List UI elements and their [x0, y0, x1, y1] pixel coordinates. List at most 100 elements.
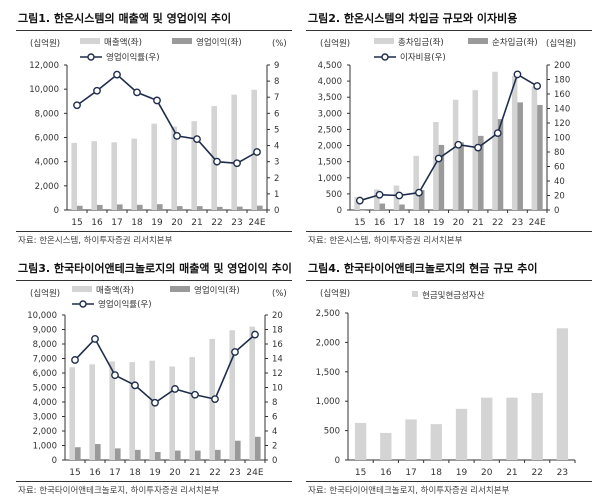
bar-series1: [405, 419, 417, 460]
legend-swatch: [72, 286, 92, 292]
y-tick-label-right: 20: [272, 311, 283, 321]
chart-panel-2: 그림2. 한온시스템의 차입금 규모와 이자비용 0 500 1,000 1,500 2…: [300, 0, 600, 250]
line-series: [76, 73, 258, 165]
chart-title: 그림4. 한국타이어앤테크놀로지의 현금 규모 추이: [308, 262, 538, 275]
bar-series2: [537, 104, 543, 210]
x-tick-label: 22: [492, 218, 503, 228]
line-marker: [533, 82, 542, 90]
y-tick-label-right: 180: [554, 76, 570, 86]
line-marker: [131, 381, 139, 390]
y-tick-label-left: 2,000: [33, 427, 57, 437]
title-divider: [306, 280, 592, 281]
line-marker: [71, 356, 79, 364]
x-tick-label: 21: [472, 218, 483, 228]
source-note: 자료: 한온시스템, 하이투자증권 리서치본부: [308, 236, 463, 246]
bar-series2: [75, 447, 81, 460]
y-unit-left: (십억원): [30, 288, 60, 299]
legend-label: 영업이익(좌): [196, 37, 242, 48]
bar-series1: [455, 408, 468, 460]
chart-1: 02,0004,0006,0008,00010,00012,0000123456…: [29, 37, 286, 228]
bar-series1: [433, 122, 439, 210]
legend-label: 순차입금(좌): [492, 38, 538, 48]
line-marker: [251, 330, 259, 339]
x-tick-label: 23: [512, 218, 523, 228]
bar-series1: [354, 197, 360, 210]
bar-series2: [478, 135, 484, 210]
y-tick-label-left: 2,000: [316, 338, 340, 348]
bar-series1: [492, 71, 498, 211]
y-tick-label-right: 4: [272, 427, 277, 437]
bar-series2: [458, 142, 464, 210]
line-marker: [171, 385, 179, 393]
y-tick-label-right: 3: [274, 158, 279, 168]
x-tick-label: 16: [89, 468, 101, 478]
x-tick-label: 19: [456, 468, 468, 478]
title-divider: [16, 280, 292, 281]
legend-label: 매출액(좌): [104, 37, 142, 48]
y-tick-label-right: 100: [554, 134, 570, 144]
line-marker: [233, 159, 241, 168]
y-tick-label-right: 60: [554, 163, 565, 173]
bar-series2: [438, 144, 445, 210]
y-tick-label-left: 1,000: [33, 442, 57, 452]
legend-marker: [87, 53, 95, 61]
x-tick-label: 20: [171, 218, 183, 228]
x-tick-label: 20: [169, 468, 181, 478]
y-tick-label-left: 0: [52, 456, 57, 466]
x-tick-label: 15: [69, 468, 80, 478]
y-tick-label-left: 12,000: [29, 61, 59, 71]
chart-panel-4: 그림4. 한국타이어앤테크놀로지의 현금 규모 추이 0 500 1,000 1,50…: [300, 250, 600, 500]
y-tick-label-left: 8,000: [35, 109, 59, 119]
y-unit-right: (십억원): [546, 38, 576, 49]
y-tick-label-left: 1,500: [318, 158, 342, 168]
legend-label: 총차입금(좌): [398, 38, 444, 48]
y-tick-label-left: 4,500: [318, 61, 342, 71]
bar-series2: [497, 119, 504, 210]
line-marker: [434, 154, 443, 163]
y-tick-label-left: 0: [335, 456, 340, 466]
y-tick-label-left: 8,000: [33, 340, 57, 350]
bar-series1: [69, 367, 75, 460]
x-tick-label: 15: [354, 218, 365, 228]
y-tick-label-left: 0: [337, 206, 342, 216]
y-tick-label-right: 200: [554, 61, 570, 71]
x-tick-label: 18: [131, 218, 143, 228]
y-unit-right: (%): [272, 289, 287, 299]
bar-series2: [255, 436, 261, 460]
line-marker: [474, 143, 482, 152]
y-tick-label-left: 4,000: [35, 158, 59, 168]
y-tick-label-right: 9: [274, 61, 279, 71]
legend-swatch: [80, 38, 100, 44]
bar-series1: [249, 326, 255, 460]
bar-series2: [418, 190, 425, 210]
line-marker: [113, 70, 121, 79]
bar-series2: [215, 449, 221, 460]
legend-swatch: [468, 38, 488, 44]
x-tick-label: 24E: [246, 468, 263, 478]
x-tick-label: 23: [231, 218, 242, 228]
line-marker: [375, 190, 384, 199]
y-tick-label-left: 0: [54, 206, 59, 216]
line-marker: [193, 135, 201, 144]
y-tick-label-left: 2,500: [316, 309, 340, 319]
bar-series2: [257, 205, 263, 210]
chart-title: 그림2. 한온시스템의 차입금 규모와 이자비용: [308, 12, 518, 25]
y-tick-label-left: 500: [326, 190, 342, 200]
bar-series1: [430, 424, 442, 460]
bar-series1: [229, 330, 235, 460]
bar-series2: [517, 102, 523, 210]
x-tick-label: 16: [91, 218, 103, 228]
bar-series1: [374, 189, 380, 210]
bar-series1: [89, 364, 95, 460]
y-tick-label-left: 500: [324, 427, 340, 437]
x-tick-label: 24E: [248, 218, 265, 228]
x-tick-label: 18: [413, 218, 425, 228]
bar-series2: [175, 450, 181, 460]
chart-4: 0 500 1,000 1,500 2,000 2,500 (십억원) 15 16 17 18 19 2…: [316, 288, 576, 478]
y-tick-label-right: 18: [272, 326, 283, 336]
y-tick-label-right: 2: [272, 442, 277, 452]
bar-series2: [155, 452, 161, 460]
line-marker: [133, 88, 141, 97]
x-tick-label: 20: [453, 218, 465, 228]
line-marker: [93, 86, 101, 95]
